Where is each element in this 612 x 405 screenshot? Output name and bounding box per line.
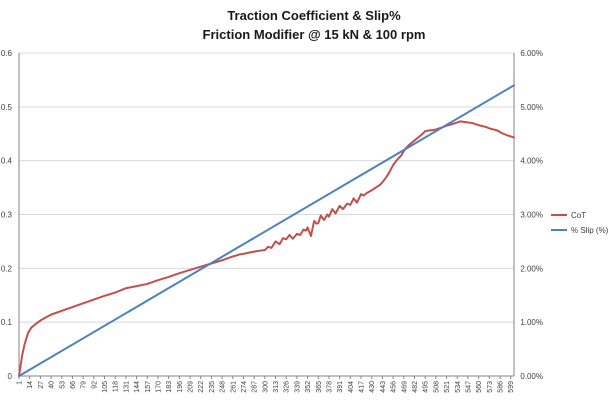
x-tick-label: 430	[369, 381, 376, 393]
x-tick-label: 599	[508, 381, 515, 393]
x-tick-label: 261	[230, 381, 237, 393]
x-tick-label: 378	[326, 381, 333, 393]
x-tick-label: 391	[337, 381, 344, 393]
x-tick-label: 404	[348, 381, 355, 393]
y-tick-label: 0.3	[1, 211, 13, 220]
y2-tick-label: 5.00%	[520, 103, 543, 112]
x-tick-label: 534	[455, 381, 462, 393]
x-tick-label: 274	[241, 381, 248, 393]
x-tick-label: 521	[444, 381, 451, 393]
x-tick-label: 53	[59, 381, 66, 389]
y2-tick-label: 3.00%	[520, 211, 543, 220]
y2-tick-label: 1.00%	[520, 318, 543, 327]
y2-tick-label: 2.00%	[520, 264, 543, 273]
x-tick-label: 573	[487, 381, 494, 393]
x-tick-label: 235	[209, 381, 216, 393]
x-tick-label: 586	[498, 381, 505, 393]
x-tick-label: 118	[113, 381, 120, 392]
axes	[18, 53, 515, 377]
series-line-slip	[18, 84, 515, 377]
x-tick-label: 157	[145, 381, 152, 393]
legend: CoT % Slip (%)	[551, 211, 609, 235]
x-tick-label: 482	[412, 381, 419, 393]
x-tick-label: 27	[38, 381, 45, 389]
x-tick-label: 456	[391, 381, 398, 393]
x-tick-label: 66	[70, 381, 77, 389]
x-tick-label: 248	[220, 381, 227, 393]
legend-label-cot: CoT	[571, 211, 586, 220]
x-tick-label: 300	[262, 381, 269, 393]
x-axis-ticks: 1 14 27 40 53 66 79 92 105 118 131 144 157 170 183 196 2…	[17, 376, 515, 393]
x-tick-label: 287	[252, 381, 259, 393]
x-tick-label: 547	[465, 381, 472, 393]
x-tick-label: 326	[284, 381, 291, 393]
x-tick-label: 196	[177, 381, 184, 393]
x-tick-label: 183	[166, 381, 173, 393]
x-tick-label: 1	[17, 381, 24, 385]
y-tick-label: 0	[8, 372, 13, 381]
x-tick-label: 560	[476, 381, 483, 393]
x-tick-label: 495	[423, 381, 430, 393]
y-axis-ticks: 0 0.1 0.2 0.3 0.4 0.5 0.6	[1, 49, 13, 381]
y-tick-label: 0.1	[1, 318, 13, 327]
y2-tick-label: 4.00%	[520, 157, 543, 166]
y-tick-label: 0.6	[1, 49, 13, 58]
gridlines	[19, 52, 514, 323]
x-tick-label: 131	[123, 381, 130, 393]
x-tick-label: 209	[188, 381, 195, 393]
series-line-cot	[18, 120, 515, 377]
series-lines	[18, 84, 515, 377]
x-tick-label: 222	[198, 381, 205, 393]
y-tick-label: 0.2	[1, 264, 13, 273]
x-tick-label: 79	[81, 381, 88, 389]
x-tick-label: 508	[433, 381, 440, 393]
x-tick-label: 443	[380, 381, 387, 393]
x-tick-label: 352	[305, 381, 312, 393]
x-tick-label: 92	[91, 381, 98, 389]
legend-label-slip: % Slip (%)	[571, 226, 609, 235]
x-tick-label: 313	[273, 381, 280, 393]
x-tick-label: 469	[401, 381, 408, 393]
x-tick-label: 14	[27, 381, 34, 389]
x-tick-label: 417	[359, 381, 366, 393]
y2-tick-label: 0.00%	[520, 372, 543, 381]
y2-axis-ticks: 0.00% 1.00% 2.00% 3.00% 4.00% 5.00% 6.00%	[520, 49, 543, 381]
x-tick-label: 105	[102, 381, 109, 393]
x-tick-label: 339	[294, 381, 301, 393]
chart-subtitle: Friction Modifier @ 15 kN & 100 rpm	[203, 27, 426, 42]
x-tick-label: 40	[49, 381, 56, 389]
chart-title: Traction Coefficient & Slip%	[227, 8, 401, 23]
x-tick-label: 170	[155, 381, 162, 393]
x-tick-label: 144	[134, 381, 141, 393]
y2-tick-label: 6.00%	[520, 49, 543, 58]
y-tick-label: 0.4	[1, 157, 13, 166]
x-tick-label: 365	[316, 381, 323, 393]
y-tick-label: 0.5	[1, 103, 13, 112]
